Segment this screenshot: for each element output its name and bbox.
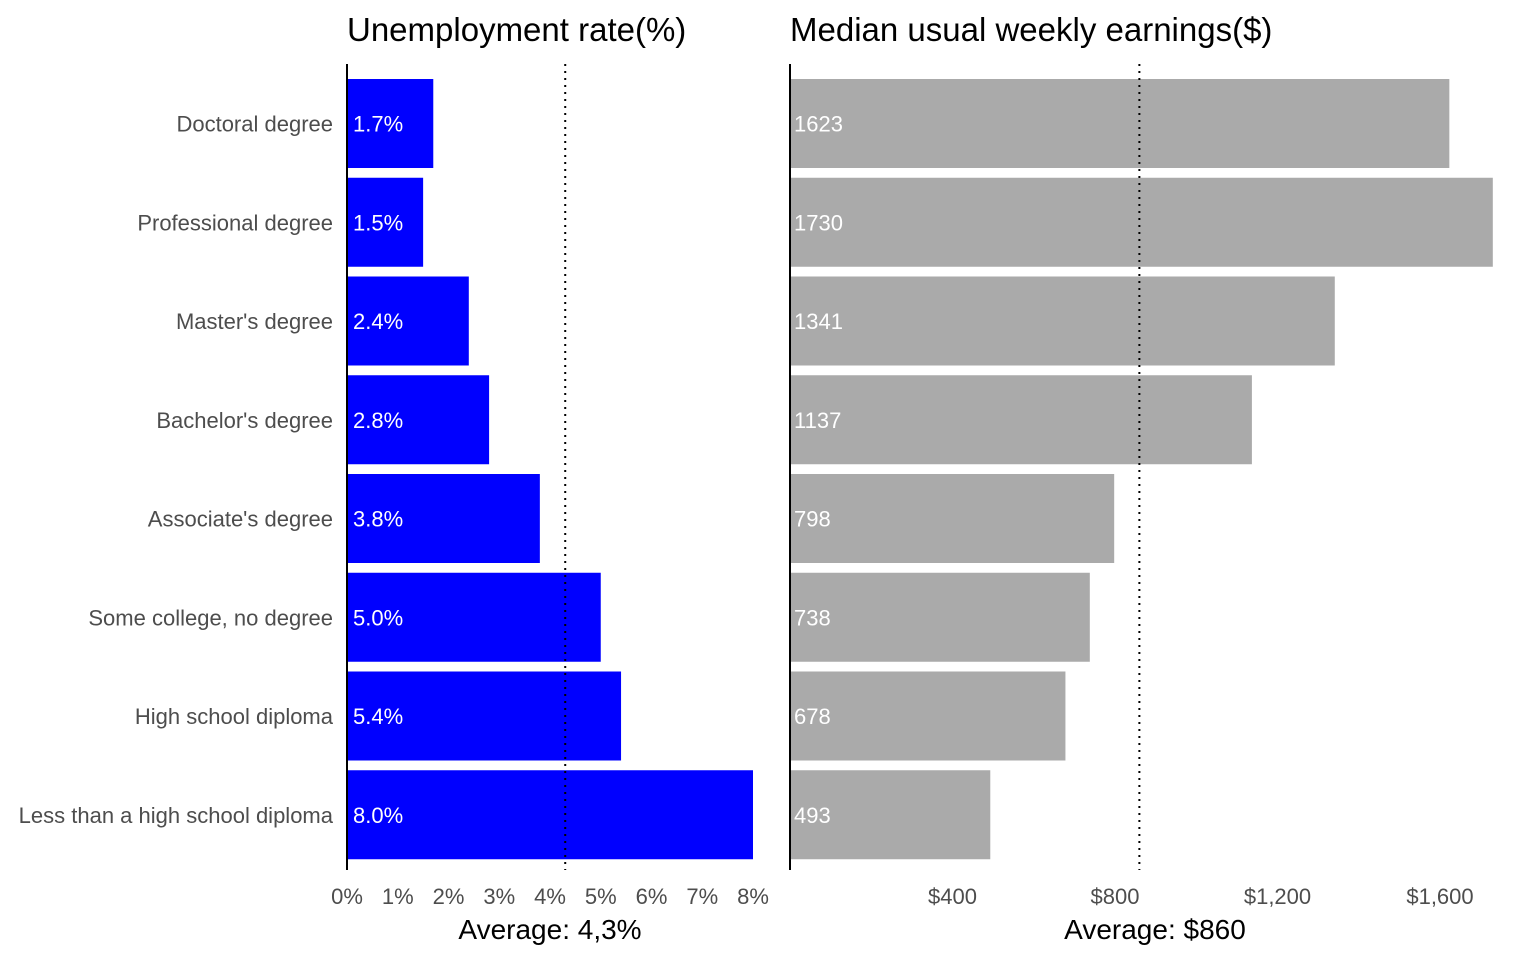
unemployment-bar-value-label: 5.4% [353, 704, 403, 729]
earnings-bar [790, 770, 991, 860]
unemployment-tick-label: 7% [686, 884, 718, 909]
unemployment-bar [347, 79, 434, 168]
category-label: Associate's degree [148, 507, 333, 532]
unemployment-title: Unemployment rate(%) [347, 11, 686, 48]
unemployment-bar-value-label: 3.8% [353, 507, 403, 532]
unemployment-bar-value-label: 8.0% [353, 803, 403, 828]
category-label: Doctoral degree [176, 112, 333, 137]
unemployment-tick-label: 6% [636, 884, 668, 909]
earnings-bar-value-label: 1730 [794, 210, 843, 235]
earnings-tick-label: $400 [928, 884, 977, 909]
unemployment-average-label: Average: 4,3% [458, 914, 641, 945]
unemployment-tick-label: 2% [433, 884, 465, 909]
category-label: Master's degree [176, 309, 333, 334]
unemployment-tick-label: 0% [331, 884, 363, 909]
earnings-bar-value-label: 1341 [794, 309, 843, 334]
category-label: Less than a high school diploma [19, 803, 334, 828]
earnings-title: Median usual weekly earnings($) [790, 11, 1272, 48]
unemployment-tick-label: 4% [534, 884, 566, 909]
unemployment-bar-value-label: 1.7% [353, 112, 403, 137]
unemployment-bar [347, 276, 469, 366]
earnings-bar [790, 276, 1335, 366]
earnings-bar [790, 375, 1252, 465]
earnings-bar [790, 177, 1493, 267]
earnings-bar [790, 79, 1450, 168]
earnings-bar-value-label: 1623 [794, 112, 843, 137]
unemployment-bar [347, 375, 490, 465]
category-label: High school diploma [135, 704, 334, 729]
earnings-average-label: Average: $860 [1064, 914, 1246, 945]
earnings-panel: Median usual weekly earnings($) Average:… [789, 11, 1493, 945]
unemployment-bar [347, 177, 424, 267]
unemployment-bar-value-label: 2.4% [353, 309, 403, 334]
earnings-bar-value-label: 798 [794, 507, 831, 532]
earnings-tick-label: $1,600 [1406, 884, 1473, 909]
unemployment-bar-value-label: 1.5% [353, 210, 403, 235]
unemployment-bar-value-label: 2.8% [353, 408, 403, 433]
unemployment-tick-label: 5% [585, 884, 617, 909]
earnings-bar [790, 671, 1066, 761]
unemployment-bar [347, 671, 622, 761]
earnings-bar-value-label: 678 [794, 704, 831, 729]
unemployment-tick-label: 3% [483, 884, 515, 909]
earnings-bar-value-label: 493 [794, 803, 831, 828]
category-label: Some college, no degree [88, 605, 333, 630]
unemployment-bar-value-label: 5.0% [353, 605, 403, 630]
earnings-bar-value-label: 738 [794, 605, 831, 630]
category-label: Professional degree [137, 210, 333, 235]
earnings-bar [790, 474, 1115, 563]
earnings-tick-label: $800 [1091, 884, 1140, 909]
unemployment-bar [347, 572, 601, 662]
earnings-tick-label: $1,200 [1244, 884, 1311, 909]
unemployment-tick-label: 1% [382, 884, 414, 909]
unemployment-bar [347, 770, 753, 860]
category-label: Bachelor's degree [156, 408, 333, 433]
unemployment-panel: Unemployment rate(%) Average: 4,3% 1.7% D… [19, 11, 769, 945]
unemployment-bar [347, 474, 540, 563]
unemployment-tick-label: 8% [737, 884, 769, 909]
earnings-bar-value-label: 1137 [794, 408, 841, 433]
earnings-bar [790, 572, 1090, 662]
